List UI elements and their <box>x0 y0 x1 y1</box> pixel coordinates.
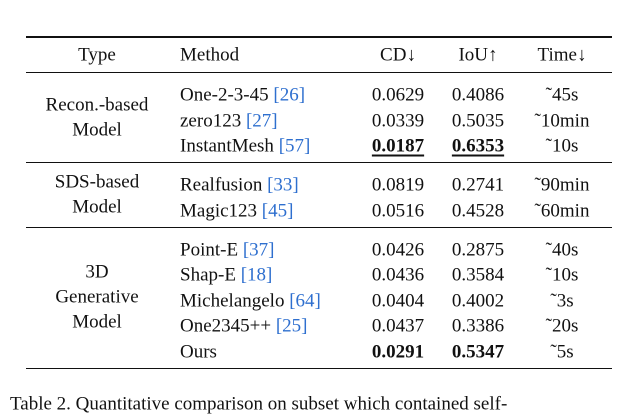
method-cell: zero123 [27] <box>180 111 278 130</box>
type-cell: SDS-based <box>54 171 140 193</box>
rule <box>26 36 612 38</box>
iou-cell: 0.4086 <box>451 84 505 106</box>
method-cell: One2345++ [25] <box>180 317 308 336</box>
type-cell: Model <box>72 196 122 218</box>
method-cell: InstantMesh [57] <box>180 137 310 156</box>
header-cell: IoU↑ <box>458 44 498 66</box>
citation: [18] <box>240 264 273 286</box>
cd-cell: 0.0516 <box>371 200 425 221</box>
time-cell: ˜10s <box>545 264 579 286</box>
iou-cell: 0.2741 <box>451 174 505 196</box>
method-name: Shap-E <box>180 264 236 286</box>
rule <box>26 367 612 369</box>
cd-cell: 0.0629 <box>371 84 425 106</box>
iou-cell: 0.2875 <box>451 239 505 260</box>
iou-cell: 0.3584 <box>451 264 505 286</box>
time-cell: ˜60min <box>534 200 590 221</box>
method-name: zero123 <box>180 110 242 131</box>
method-cell: Point-E [37] <box>180 240 274 259</box>
citation: [37] <box>242 239 275 260</box>
cd-cell: 0.0291 <box>371 341 425 362</box>
method-cell: Magic123 [45] <box>180 201 293 220</box>
header-cell: Time↓ <box>537 44 587 66</box>
type-cell: Model <box>72 311 122 333</box>
method-name: One-2-3-45 <box>180 84 269 106</box>
method-name: Michelangelo <box>180 290 285 311</box>
iou-cell: 0.5035 <box>451 110 505 131</box>
cd-cell: 0.0339 <box>371 110 425 131</box>
type-cell: Recon.-based <box>45 94 149 115</box>
iou-cell: 0.4002 <box>451 290 505 311</box>
header-cell: CD↓ <box>380 44 416 66</box>
iou-cell: 0.4528 <box>451 200 505 221</box>
iou-cell: 0.3386 <box>451 315 505 337</box>
time-cell: ˜5s <box>550 341 574 362</box>
time-cell: ˜45s <box>545 84 579 106</box>
header-cell: Method <box>180 44 240 66</box>
cd-cell: 0.0819 <box>371 174 425 196</box>
cd-cell: 0.0437 <box>371 315 425 337</box>
method-name: Point-E <box>180 239 239 260</box>
time-cell: ˜90min <box>534 174 590 196</box>
citation: [64] <box>289 290 321 311</box>
rule <box>26 162 612 163</box>
time-cell: ˜10s <box>545 135 579 157</box>
method-name: Ours <box>180 341 217 362</box>
type-cell: 3D <box>85 261 109 283</box>
header-cell: Type <box>78 44 116 66</box>
rule <box>26 72 612 73</box>
method-name: Realfusion <box>180 174 263 196</box>
citation: [45] <box>261 200 294 221</box>
iou-cell: 0.5347 <box>451 341 505 362</box>
time-cell: ˜3s <box>550 290 574 311</box>
citation: [25] <box>275 315 308 337</box>
cd-cell: 0.0426 <box>371 239 425 260</box>
citation: [27] <box>245 110 278 131</box>
cd-cell: 0.0404 <box>371 290 425 311</box>
method-cell: Ours <box>180 342 217 361</box>
method-cell: Shap-E [18] <box>180 266 272 285</box>
rule <box>26 226 612 228</box>
cd-cell: 0.0187 <box>371 135 425 157</box>
method-cell: Realfusion [33] <box>180 176 299 195</box>
cd-cell: 0.0436 <box>371 264 425 286</box>
citation: [26] <box>273 84 306 106</box>
method-name: Magic123 <box>180 200 258 221</box>
type-cell: Generative <box>55 286 139 308</box>
time-cell: ˜40s <box>545 239 579 260</box>
citation: [57] <box>278 135 311 157</box>
time-cell: ˜10min <box>534 110 590 131</box>
time-cell: ˜20s <box>545 315 579 337</box>
iou-cell: 0.6353 <box>451 135 505 157</box>
method-name: One2345++ <box>180 315 272 337</box>
citation: [33] <box>267 174 299 196</box>
method-name: InstantMesh <box>180 135 274 157</box>
type-cell: Model <box>72 119 122 140</box>
method-cell: Michelangelo [64] <box>180 291 321 310</box>
method-cell: One-2-3-45 [26] <box>180 86 305 105</box>
caption: Table 2. Quantitative comparison on subs… <box>10 393 508 415</box>
